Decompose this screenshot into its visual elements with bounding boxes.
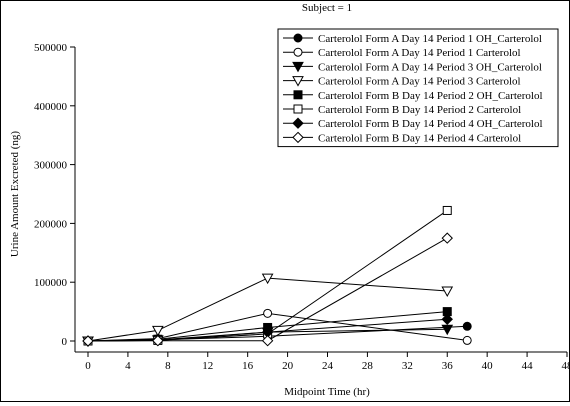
data-point xyxy=(462,335,472,345)
series-line xyxy=(87,311,448,342)
x-tick-label: 0 xyxy=(85,360,91,372)
series-line xyxy=(87,277,448,342)
y-axis-title: Urine Amount Excreted (ng) xyxy=(9,131,21,257)
y-tick-label: 400000 xyxy=(34,101,68,113)
legend-marker xyxy=(292,61,304,73)
data-point xyxy=(261,273,274,285)
legend-item: Carterolol Form B Day 14 Period 4 Carter… xyxy=(283,131,521,144)
x-tick-label: 48 xyxy=(562,360,570,372)
legend-item: Carterolol Form B Day 14 Period 2 OH_Car… xyxy=(283,90,543,102)
legend-item: Carterolol Form A Day 14 Period 3 OH_Car… xyxy=(283,61,542,73)
y-tick-label: 300000 xyxy=(34,160,68,172)
legend-marker xyxy=(293,90,303,100)
data-point xyxy=(441,232,453,244)
legend-label: Carterolol Form B Day 14 Period 2 OH_Car… xyxy=(318,90,543,102)
x-tick-label: 12 xyxy=(202,360,213,372)
legend-marker xyxy=(292,117,304,129)
legend-label: Carterolol Form B Day 14 Period 4 OH_Car… xyxy=(318,118,543,130)
x-tick-label: 28 xyxy=(362,360,374,372)
x-tick-label: 16 xyxy=(242,360,254,372)
y-tick-label: 100000 xyxy=(34,277,68,289)
data-point xyxy=(263,308,273,318)
x-tick-label: 40 xyxy=(482,360,494,372)
legend-label: Carterolol Form A Day 14 Period 3 OH_Car… xyxy=(318,61,542,73)
data-point xyxy=(441,313,453,325)
x-tick-label: 36 xyxy=(442,360,454,372)
y-tick-label: 200000 xyxy=(34,218,68,230)
legend-marker xyxy=(293,47,303,57)
x-tick-label: 24 xyxy=(322,360,334,372)
data-point xyxy=(82,335,94,347)
y-tick-label: 0 xyxy=(62,336,68,348)
legend-item: Carterolol Form A Day 14 Period 1 OH_Car… xyxy=(283,33,542,45)
legend-box xyxy=(277,28,559,148)
series-layer xyxy=(82,205,472,348)
legend-label: Carterolol Form A Day 14 Period 3 Carter… xyxy=(318,76,521,88)
data-point xyxy=(152,334,164,347)
x-axis-title: Midpoint Time (hr) xyxy=(284,386,370,398)
x-tick-label: 8 xyxy=(165,360,171,372)
legend: Carterolol Form A Day 14 Period 1 OH_Car… xyxy=(277,28,559,148)
data-point xyxy=(261,334,274,347)
legend-item: Carterolol Form A Day 14 Period 1 Carter… xyxy=(283,47,521,59)
legend-label: Carterolol Form A Day 14 Period 1 OH_Car… xyxy=(318,33,542,45)
data-point xyxy=(442,205,452,215)
legend-marker xyxy=(293,33,303,43)
legend-marker xyxy=(292,131,304,144)
x-tick-label: 32 xyxy=(402,360,413,372)
chart-title: Subject = 1 xyxy=(302,2,352,14)
x-tick-label: 20 xyxy=(282,360,294,372)
series-1 xyxy=(83,321,472,346)
x-tick-label: 44 xyxy=(522,360,534,372)
data-point xyxy=(441,286,454,298)
legend-label: Carterolol Form A Day 14 Period 1 Carter… xyxy=(318,47,521,59)
y-tick-label: 500000 xyxy=(34,42,68,54)
legend-label: Carterolol Form B Day 14 Period 2 Carter… xyxy=(318,104,521,116)
data-point xyxy=(462,321,472,331)
x-tick-label: 4 xyxy=(125,360,131,372)
data-point xyxy=(152,325,164,337)
legend-label: Carterolol Form B Day 14 Period 4 Carter… xyxy=(318,132,521,144)
series-line xyxy=(87,237,448,342)
data-point xyxy=(441,324,454,336)
legend-item: Carterolol Form B Day 14 Period 2 Carter… xyxy=(283,104,521,116)
legend-item: Carterolol Form A Day 14 Period 3 Carter… xyxy=(283,76,521,88)
legend-marker xyxy=(293,104,303,114)
series-8 xyxy=(82,232,453,347)
legend-marker xyxy=(292,76,304,87)
legend-item: Carterolol Form B Day 14 Period 4 OH_Car… xyxy=(283,117,543,130)
